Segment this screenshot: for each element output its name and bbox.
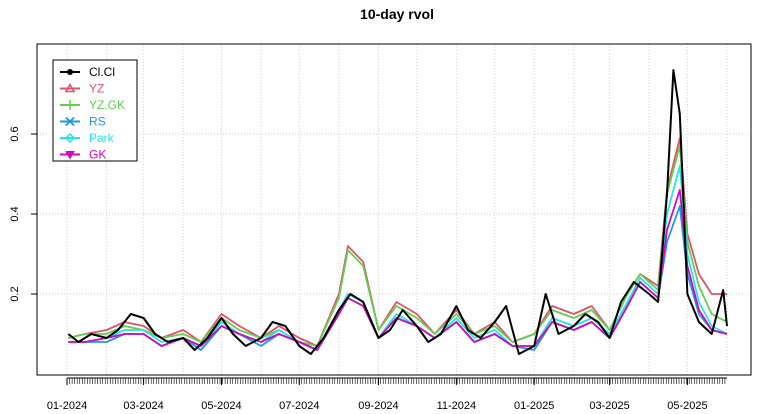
y-tick-label: 0.4 — [9, 206, 21, 221]
x-tick-label: 05-2024 — [201, 400, 241, 412]
legend-box — [52, 59, 138, 162]
legend-label-yzgk: YZ.GK — [89, 98, 125, 112]
legend-label-gk: GK — [89, 148, 106, 162]
plot-frame — [36, 43, 752, 376]
series-line-yzgk — [68, 145, 728, 347]
y-tick-label: 0.6 — [9, 126, 21, 141]
legend: Cl.Cl YZ YZ.GK RS Park GK — [52, 59, 138, 162]
legend-label-yz: YZ — [89, 82, 104, 96]
series-line-rs — [68, 205, 728, 351]
legend-label-park: Park — [89, 131, 115, 145]
x-axis: 01-2024 03-2024 05-2024 07-2024 09-2024 11-20… — [47, 377, 727, 412]
series-line-cc — [67, 69, 728, 355]
series-lines — [67, 69, 728, 355]
x-tick-label: 01-2024 — [47, 400, 87, 412]
x-tick-label: 03-2024 — [123, 400, 163, 412]
x-tick-label: 11-2024 — [437, 400, 477, 412]
x-tick-label: 09-2024 — [358, 400, 398, 412]
y-axis: 0.2 0.4 0.6 — [9, 126, 37, 302]
legend-marker-cc — [67, 69, 73, 75]
legend-marker-rs — [65, 116, 75, 127]
legend-label-cc: Cl.Cl — [89, 65, 115, 79]
legend-label-rs: RS — [89, 115, 106, 129]
grid-lines — [37, 44, 751, 375]
legend-marker-yz — [64, 82, 76, 93]
x-tick-label: 01-2025 — [514, 400, 554, 412]
series-line-park — [68, 165, 728, 351]
x-tick-label: 03-2025 — [589, 400, 629, 412]
legend-marker-park — [64, 132, 76, 144]
series-line-yz — [68, 137, 727, 347]
y-tick-label: 0.2 — [9, 286, 21, 301]
chart-title: 10-day rvol — [360, 6, 434, 22]
legend-marker-gk — [65, 151, 75, 160]
x-tick-label: 07-2024 — [279, 400, 319, 412]
x-tick-label: 05-2025 — [667, 400, 707, 412]
